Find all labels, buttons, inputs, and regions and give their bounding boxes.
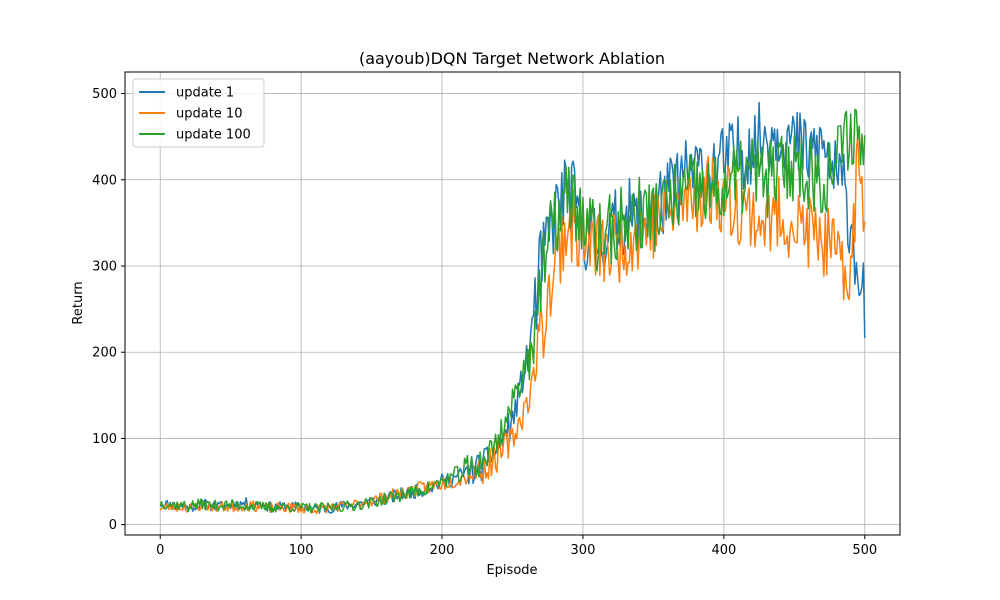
x-tick-label: 100 bbox=[289, 543, 314, 558]
series-line-update-1 bbox=[160, 101, 866, 514]
x-tick-label: 0 bbox=[156, 543, 164, 558]
y-tick-label: 400 bbox=[92, 173, 117, 188]
x-tick-label: 200 bbox=[430, 543, 455, 558]
x-tick-label: 400 bbox=[711, 543, 736, 558]
y-axis-label: Return bbox=[71, 281, 86, 324]
legend-label: update 100 bbox=[176, 128, 251, 143]
series-line-update-100 bbox=[159, 108, 866, 514]
y-tick-label: 0 bbox=[109, 518, 117, 533]
x-tick-label: 500 bbox=[852, 543, 877, 558]
chart-title: (aayoub)DQN Target Network Ablation bbox=[359, 49, 665, 68]
x-tick-label: 300 bbox=[571, 543, 596, 558]
y-tick-label: 500 bbox=[92, 87, 117, 102]
legend-box bbox=[132, 78, 265, 148]
y-axis-ticks: 0 100 200 300 400 500 bbox=[92, 87, 125, 533]
legend: update 1 update 10 update 100 bbox=[132, 78, 265, 148]
series-line-update-10 bbox=[159, 134, 866, 515]
y-tick-label: 100 bbox=[92, 432, 117, 447]
y-tick-label: 200 bbox=[92, 346, 117, 361]
plot-frame bbox=[124, 71, 901, 536]
x-axis-label: Episode bbox=[486, 563, 537, 578]
legend-label: update 10 bbox=[176, 107, 242, 122]
series-group bbox=[159, 101, 866, 515]
x-axis-ticks: 0 100 200 300 400 500 bbox=[156, 535, 877, 558]
y-tick-label: 300 bbox=[92, 259, 117, 274]
legend-label: update 1 bbox=[176, 86, 234, 101]
